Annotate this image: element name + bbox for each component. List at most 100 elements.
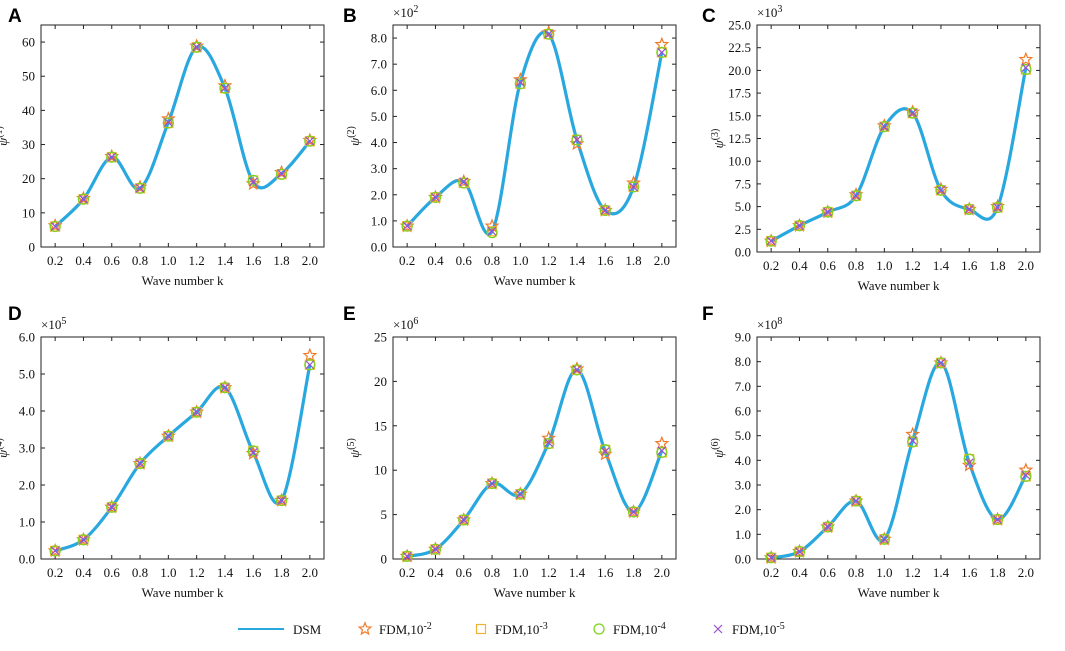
- data-point-fdm4: [401, 220, 413, 232]
- data-point-fdm5: [248, 177, 258, 187]
- data-point-fdm4: [991, 513, 1004, 526]
- y-tick-label: 25: [374, 330, 387, 345]
- data-point-fdm4: [627, 181, 640, 193]
- data-point-fdm4: [162, 430, 175, 442]
- data-point-fdm4: [765, 552, 777, 564]
- y-tick-label: 3.0: [19, 441, 35, 456]
- data-point-fdm4: [134, 182, 146, 194]
- axis-multiplier: ×102: [393, 4, 418, 20]
- x-tick-label: 0.8: [132, 253, 148, 268]
- y-tick-label: 15.0: [728, 108, 751, 123]
- data-point-fdm5: [220, 383, 230, 393]
- data-point-fdm4: [963, 453, 975, 465]
- y-tick-label: 20: [374, 374, 387, 389]
- data-point-fdm5: [192, 407, 202, 417]
- data-point-fdm5: [993, 515, 1002, 524]
- data-point-fdm2: [302, 347, 318, 362]
- y-axis-title: ψ(4): [0, 438, 10, 458]
- data-point-fdm4: [850, 495, 862, 507]
- data-point-fdm5: [851, 191, 861, 201]
- data-point-fdm4: [571, 134, 583, 146]
- data-point-fdm5: [107, 502, 117, 512]
- x-tick-label: 0.6: [456, 253, 473, 268]
- x-tick-label: 0.2: [47, 565, 63, 580]
- y-tick-label: 5.0: [735, 199, 751, 214]
- y-tick-label: 20: [22, 171, 35, 186]
- data-point-fdm5: [402, 221, 412, 231]
- x-axis-title: Wave number k: [858, 585, 940, 600]
- data-point-fdm5: [487, 226, 497, 236]
- y-tick-label: 10.0: [728, 154, 751, 169]
- x-tick-label: 1.2: [189, 565, 205, 580]
- data-point-fdm5: [459, 515, 469, 525]
- x-tick-label: 2.0: [302, 253, 318, 268]
- data-point-fdm4: [162, 117, 175, 129]
- data-point-fdm2: [1018, 462, 1034, 477]
- x-axis-title: Wave number k: [494, 585, 576, 600]
- x-tick-label: 1.0: [160, 253, 176, 268]
- data-point-fdm5: [163, 117, 173, 127]
- data-point-fdm4: [304, 359, 316, 371]
- data-point-fdm4: [850, 190, 862, 202]
- y-tick-label: 17.5: [728, 86, 751, 101]
- x-tick-label: 0.4: [791, 258, 808, 273]
- y-tick-label: 22.5: [728, 40, 751, 55]
- data-point-fdm4: [106, 501, 118, 513]
- y-tick-label: 3.0: [735, 478, 751, 493]
- panel-letter: F: [702, 304, 714, 325]
- y-axis-title: ψ(1): [0, 126, 10, 146]
- legend-item-fdm4: FDM,10-4: [593, 621, 666, 637]
- x-tick-label: 1.6: [245, 565, 262, 580]
- panel-a: A 0.2 0.4 0.6 0.8 1.0 1.2 1.4 1.6 1.8 2.0 0 10 20 30 40…: [0, 6, 325, 288]
- x-tick-label: 1.4: [933, 258, 950, 273]
- y-tick-label: 0.0: [735, 245, 751, 260]
- data-point-fdm2: [626, 175, 642, 190]
- y-axis-title: ψ(3): [710, 129, 726, 149]
- data-point-fdm4: [571, 364, 583, 376]
- data-point-fdm5: [795, 547, 804, 557]
- panel-letter: B: [343, 6, 357, 27]
- data-point-fdm5: [277, 169, 286, 178]
- data-point-fdm4: [627, 506, 640, 518]
- data-point-fdm5: [657, 446, 667, 456]
- x-axis-title: Wave number k: [858, 278, 940, 293]
- data-point-fdm4: [429, 191, 442, 204]
- x-tick-label: 1.4: [933, 565, 950, 580]
- y-tick-label: 50: [22, 69, 35, 84]
- x-tick-label: 2.0: [1018, 565, 1034, 580]
- data-point-fdm5: [459, 177, 469, 187]
- y-tick-label: 6.0: [371, 83, 387, 98]
- legend-label: DSM: [293, 622, 322, 637]
- data-point-fdm4: [963, 203, 975, 215]
- y-tick-label: 4.0: [19, 404, 35, 419]
- panel-e: E 0.2 0.4 0.6 0.8 1.0 1.2 1.4 1.6 1.8 2.0 0 5 10 15 20 2…: [343, 304, 677, 600]
- data-point-fdm4: [247, 445, 259, 457]
- legend-swatch-star: [357, 621, 373, 636]
- legend-swatch-circle: [593, 623, 605, 635]
- data-point-fdm4: [878, 121, 890, 133]
- panel-f: F 0.2 0.4 0.6 0.8 1.0 1.2 1.4 1.6 1.8 2.0 0.0 1.0 2.0…: [702, 304, 1041, 600]
- data-point-fdm4: [935, 357, 947, 369]
- data-point-fdm4: [106, 151, 118, 163]
- series-line-dsm: [770, 361, 1028, 560]
- plot-frame: [756, 336, 1041, 560]
- plot-frame: [392, 336, 677, 560]
- x-tick-label: 1.0: [512, 253, 528, 268]
- data-point-fdm4: [1020, 63, 1032, 76]
- data-point-fdm4: [219, 382, 231, 394]
- legend-label: FDM,10-5: [732, 621, 785, 637]
- data-point-fdm5: [402, 551, 412, 561]
- y-tick-label: 15: [374, 418, 387, 433]
- data-point-fdm5: [79, 194, 88, 204]
- series-line-dsm: [406, 30, 664, 236]
- y-tick-label: 8.0: [371, 31, 387, 46]
- x-tick-label: 1.8: [625, 253, 641, 268]
- x-tick-label: 1.4: [569, 565, 586, 580]
- legend-item-fdm2: FDM,10-2: [357, 621, 432, 637]
- x-tick-label: 0.4: [791, 565, 808, 580]
- x-tick-label: 1.2: [541, 565, 557, 580]
- panel-letter: E: [343, 304, 356, 325]
- x-tick-label: 1.0: [512, 565, 528, 580]
- y-tick-label: 3.0: [371, 161, 387, 176]
